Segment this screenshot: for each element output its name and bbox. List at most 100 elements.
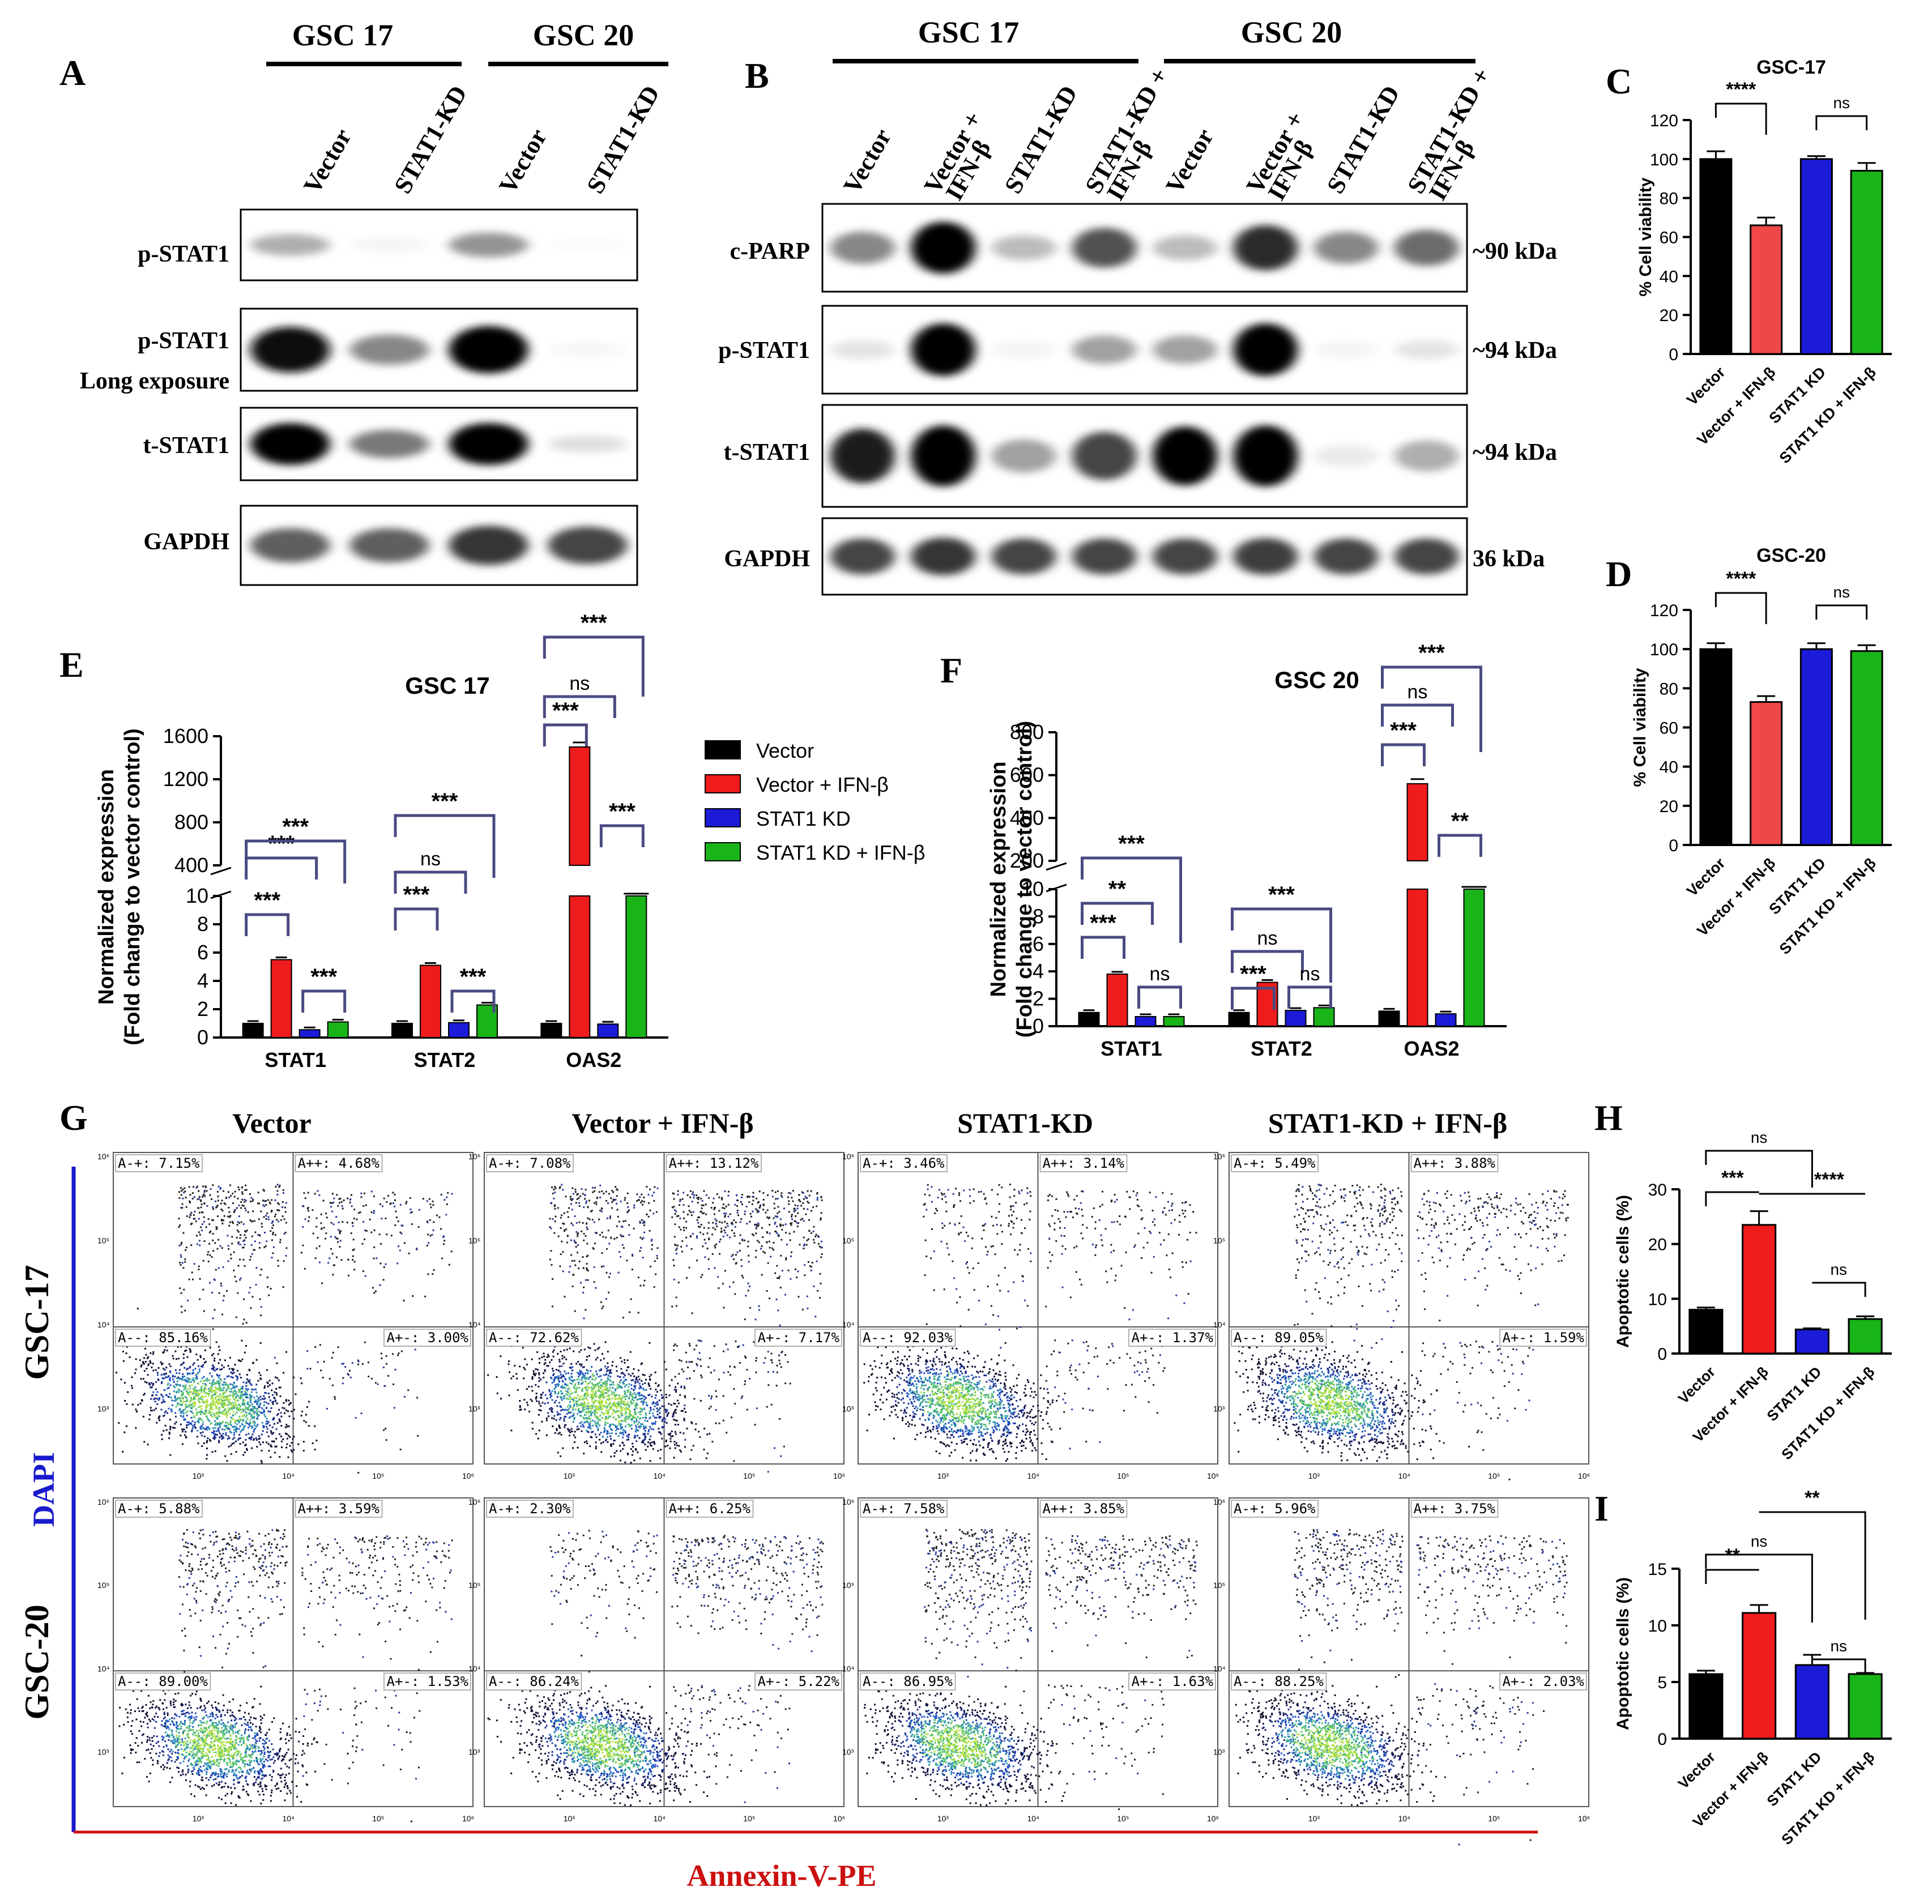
flow-event bbox=[593, 1202, 595, 1204]
flow-event bbox=[731, 1229, 733, 1231]
flow-event bbox=[649, 1209, 651, 1211]
flow-event bbox=[609, 1371, 611, 1373]
flow-event bbox=[217, 1215, 219, 1218]
flow-event bbox=[302, 1226, 304, 1228]
flow-event bbox=[279, 1241, 282, 1244]
flow-event bbox=[656, 1187, 659, 1189]
blot-band bbox=[830, 428, 895, 484]
flow-event bbox=[238, 1389, 240, 1391]
flow-event bbox=[405, 1202, 407, 1205]
flow-event bbox=[258, 1246, 261, 1249]
flow-event bbox=[223, 1190, 225, 1192]
flow-event bbox=[551, 1305, 553, 1308]
significance-bracket bbox=[394, 907, 439, 930]
flow-event bbox=[674, 1431, 676, 1433]
flow-event bbox=[232, 1202, 234, 1205]
flow-event bbox=[685, 1236, 688, 1239]
flow-event bbox=[607, 1378, 609, 1380]
flow-event bbox=[577, 1376, 579, 1378]
flow-event bbox=[350, 1232, 352, 1235]
flow-event bbox=[394, 1199, 396, 1201]
flow-event bbox=[231, 1243, 233, 1245]
flow-event bbox=[803, 1198, 805, 1200]
flow-event bbox=[780, 1224, 782, 1226]
flow-event bbox=[212, 1394, 215, 1396]
flow-event bbox=[599, 1210, 602, 1212]
flow-event bbox=[674, 1244, 676, 1246]
flow-event bbox=[301, 1252, 303, 1254]
flow-event bbox=[342, 1377, 344, 1379]
flow-event bbox=[639, 1394, 641, 1397]
flow-event bbox=[616, 1394, 618, 1396]
flow-event bbox=[762, 1198, 765, 1201]
flow-event bbox=[526, 1364, 528, 1366]
flow-event bbox=[154, 1397, 156, 1399]
flow-event bbox=[416, 1248, 418, 1250]
flow-event bbox=[177, 1384, 179, 1386]
flow-event bbox=[147, 1364, 150, 1367]
flow-event bbox=[558, 1380, 561, 1382]
flow-event bbox=[674, 1223, 676, 1226]
flow-event bbox=[339, 1202, 341, 1204]
flow-event bbox=[184, 1261, 186, 1263]
flow-event bbox=[178, 1389, 180, 1391]
flow-event bbox=[190, 1411, 193, 1413]
flow-event bbox=[583, 1421, 586, 1424]
flow-event bbox=[667, 1445, 669, 1447]
flow-event bbox=[766, 1232, 769, 1234]
flow-event bbox=[594, 1414, 596, 1416]
flow-event bbox=[181, 1378, 183, 1380]
flow-event bbox=[125, 1425, 127, 1427]
flow-event bbox=[193, 1391, 195, 1393]
flow-event bbox=[150, 1382, 152, 1384]
flow-event bbox=[621, 1415, 623, 1417]
flow-event bbox=[352, 1239, 355, 1241]
flow-event bbox=[249, 1399, 251, 1402]
flow-event bbox=[245, 1237, 247, 1239]
flow-event bbox=[442, 1236, 445, 1239]
flow-event bbox=[624, 1404, 626, 1407]
flow-event bbox=[615, 1429, 617, 1432]
flow-event bbox=[255, 1401, 257, 1403]
flow-event bbox=[250, 1197, 253, 1199]
blot-bands bbox=[250, 232, 628, 258]
flow-event bbox=[199, 1389, 202, 1391]
flow-event bbox=[553, 1415, 556, 1417]
flow-event bbox=[263, 1404, 265, 1406]
flow-event bbox=[764, 1357, 766, 1359]
flow-event bbox=[691, 1193, 693, 1196]
flow-event bbox=[777, 1212, 779, 1214]
flow-event bbox=[731, 1223, 733, 1226]
flow-event bbox=[586, 1386, 588, 1388]
flow-event bbox=[775, 1298, 778, 1300]
flow-event bbox=[519, 1405, 521, 1407]
flow-event bbox=[644, 1382, 646, 1384]
flow-event bbox=[583, 1401, 586, 1403]
flow-event bbox=[564, 1229, 566, 1231]
flow-event bbox=[643, 1220, 645, 1222]
flow-event bbox=[599, 1406, 602, 1408]
flow-event bbox=[300, 1415, 302, 1417]
flow-event bbox=[225, 1421, 227, 1424]
bar bbox=[1228, 1011, 1250, 1027]
flow-event bbox=[161, 1395, 164, 1397]
flow-event bbox=[137, 1404, 139, 1406]
flow-event bbox=[342, 1363, 344, 1365]
flow-event bbox=[756, 1223, 758, 1226]
flow-event bbox=[611, 1207, 613, 1209]
flow-event bbox=[509, 1371, 511, 1373]
flow-event bbox=[574, 1431, 576, 1433]
flow-event bbox=[284, 1211, 287, 1213]
flow-event bbox=[580, 1349, 582, 1351]
flow-event bbox=[815, 1233, 817, 1236]
flow-event bbox=[600, 1386, 602, 1388]
flow-event bbox=[268, 1396, 270, 1398]
flow-event bbox=[217, 1403, 220, 1405]
flow-event bbox=[241, 1419, 244, 1421]
flow-event bbox=[279, 1456, 281, 1458]
flow-event bbox=[212, 1219, 214, 1222]
flow-event bbox=[220, 1202, 222, 1205]
flow-event bbox=[238, 1373, 241, 1376]
flow-event bbox=[685, 1220, 688, 1223]
